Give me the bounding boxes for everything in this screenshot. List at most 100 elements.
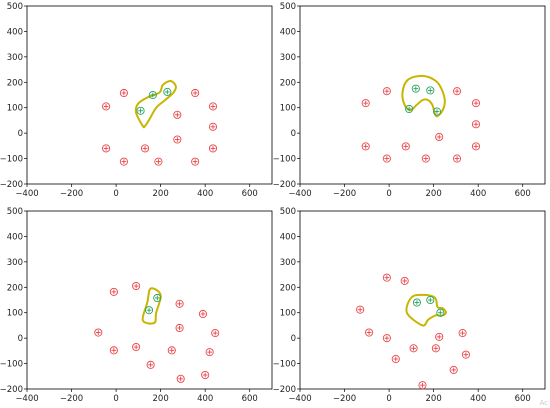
data-point (361, 142, 370, 151)
marker-ring (401, 142, 410, 151)
data-point (205, 348, 214, 357)
x-tick-label: −200 (333, 189, 356, 199)
marker-ring (145, 306, 154, 315)
y-tick-label: 400 (280, 27, 296, 37)
marker-ring (175, 323, 184, 333)
data-point (382, 87, 391, 96)
marker-ring (382, 154, 391, 163)
y-tick-label: −100 (0, 155, 23, 165)
data-point (391, 354, 400, 364)
x-tick-label: 400 (197, 189, 213, 199)
plot-area (299, 210, 546, 390)
data-point (405, 104, 414, 114)
data-point (109, 287, 118, 296)
data-point (109, 346, 118, 355)
y-tick-label: −200 (273, 385, 296, 395)
marker-ring (452, 154, 462, 163)
data-point (382, 273, 391, 282)
data-point (471, 142, 481, 151)
data-point (426, 295, 435, 305)
marker-ring (382, 87, 391, 96)
y-tick-label: 500 (7, 207, 23, 217)
y-tick-label: 0 (291, 334, 296, 344)
marker-ring (426, 86, 435, 95)
data-point (382, 334, 391, 343)
x-tick-label: 400 (470, 394, 486, 404)
marker-ring (102, 144, 111, 153)
marker-ring (471, 142, 481, 151)
y-tick-label: 0 (291, 129, 296, 139)
marker-ring (418, 381, 427, 390)
x-tick-label: 200 (426, 189, 442, 199)
data-point (458, 329, 467, 338)
data-point (201, 370, 210, 380)
data-point (412, 298, 421, 307)
marker-ring (436, 308, 445, 317)
x-tick-label: 600 (515, 189, 531, 199)
decision-boundary (141, 287, 162, 325)
marker-ring (458, 329, 467, 338)
decision-boundary (134, 79, 177, 129)
marker-ring (175, 299, 184, 308)
data-point (153, 293, 162, 303)
marker-ring (119, 88, 128, 98)
data-point (211, 329, 220, 338)
y-tick-label: 400 (7, 27, 23, 37)
x-tick-label: 600 (242, 394, 258, 404)
subplot-3: −400 −200 0 200 400 600−200−10001002003004005… (0, 207, 273, 404)
data-point (361, 99, 370, 108)
marker-ring (431, 344, 440, 353)
data-point (119, 88, 128, 98)
marker-ring (173, 135, 182, 144)
marker-ring (435, 332, 444, 341)
data-point (356, 305, 365, 314)
marker-ring (364, 328, 374, 337)
data-point (435, 132, 444, 142)
data-point (382, 154, 391, 163)
data-point (191, 88, 200, 98)
marker-ring (405, 104, 414, 114)
subplot-1: −400 −200 0 200 400 600−200−10001002003004005… (0, 2, 273, 199)
y-tick-label: 500 (280, 2, 296, 12)
y-tick-label: 0 (18, 129, 23, 139)
y-tick-label: 400 (280, 232, 296, 242)
data-point (426, 86, 435, 95)
y-tick-label: 300 (280, 53, 296, 63)
x-tick-label: 400 (470, 189, 486, 199)
marker-ring (452, 87, 462, 96)
data-point (208, 144, 218, 153)
marker-ring (208, 102, 218, 111)
y-tick-label: 200 (7, 78, 23, 88)
y-tick-label: −100 (273, 360, 296, 370)
x-tick-label: −400 (288, 189, 311, 199)
marker-ring (176, 374, 185, 383)
x-tick-label: 200 (153, 189, 169, 199)
marker-ring (412, 298, 421, 307)
y-tick-label: 400 (7, 232, 23, 242)
y-tick-label: 0 (18, 334, 23, 344)
y-tick-label: −200 (0, 385, 23, 395)
x-tick-label: −200 (333, 394, 356, 404)
marker-ring (471, 99, 481, 108)
data-point (154, 157, 163, 166)
y-tick-label: 100 (7, 309, 23, 319)
marker-ring (153, 293, 162, 303)
y-tick-label: 100 (280, 309, 296, 319)
data-point (146, 360, 155, 369)
data-point (461, 350, 470, 359)
y-tick-label: 500 (280, 207, 296, 217)
marker-ring (435, 132, 444, 142)
x-tick-label: 0 (386, 394, 391, 404)
x-tick-label: 0 (113, 189, 118, 199)
data-point (364, 328, 374, 337)
marker-ring (471, 120, 481, 129)
marker-ring (411, 84, 420, 93)
subplot-2: −400 −200 0 200 400 600−200−10001002003004005… (273, 2, 546, 199)
data-point (119, 157, 128, 166)
data-point (176, 374, 185, 383)
data-point (163, 87, 172, 96)
marker-ring (119, 157, 128, 166)
data-point (173, 135, 182, 144)
data-point (102, 144, 111, 153)
marker-ring (102, 102, 111, 111)
